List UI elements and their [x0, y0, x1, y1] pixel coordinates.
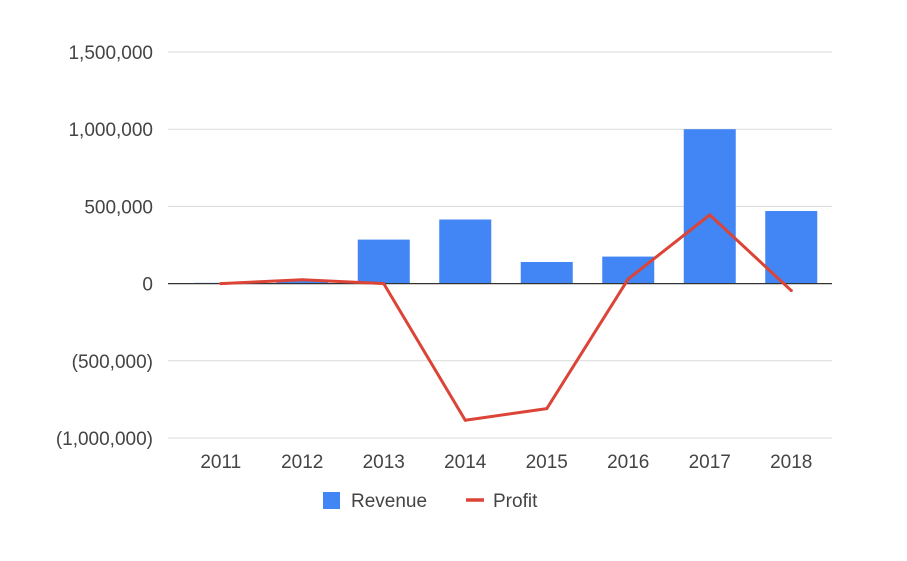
revenue-bar-2014: [439, 219, 492, 284]
y-axis-tick-labels: 1,500,000 1,000,000 500,000 0 (500,000) (1,00…: [56, 43, 153, 450]
revenue-bar-2018: [765, 211, 818, 284]
legend-swatch-revenue: [323, 492, 340, 509]
x-tick-label: 2016: [607, 452, 649, 473]
legend-label-revenue: Revenue: [351, 491, 427, 512]
profit-point-2015: [545, 407, 549, 411]
x-tick-label: 2013: [363, 452, 405, 473]
profit-line: [219, 213, 793, 422]
profit-point-2018: [789, 289, 793, 293]
profit-line-series: [219, 213, 793, 422]
profit-point-2013: [382, 282, 386, 286]
y-tick-label: 1,000,000: [68, 120, 153, 141]
x-tick-label: 2014: [444, 452, 487, 473]
revenue-bar-2015: [520, 261, 573, 284]
y-tick-label: (1,000,000): [56, 429, 153, 450]
x-axis-tick-labels: 2011 2012 2013 2014 2015 2016 2017 2018: [200, 452, 812, 473]
y-tick-label: 1,500,000: [68, 43, 153, 64]
y-tick-label: 0: [142, 275, 153, 296]
x-tick-label: 2015: [526, 452, 568, 473]
x-tick-label: 2017: [689, 452, 731, 473]
legend: Revenue Profit: [323, 491, 538, 512]
x-tick-label: 2011: [200, 452, 241, 473]
profit-point-2011: [219, 282, 223, 286]
y-tick-label: 500,000: [84, 197, 153, 218]
revenue-bar-2017: [683, 129, 736, 284]
revenue-bar-2013: [357, 239, 410, 284]
legend-label-profit: Profit: [493, 491, 538, 512]
profit-point-2014: [463, 418, 467, 422]
x-tick-label: 2012: [281, 452, 323, 473]
profit-point-2017: [708, 213, 712, 217]
revenue-bar-2012: [276, 280, 329, 284]
profit-point-2016: [626, 277, 630, 281]
revenue-bars: [194, 129, 818, 284]
profit-point-2012: [300, 278, 304, 282]
x-tick-label: 2018: [770, 452, 812, 473]
y-tick-label: (500,000): [72, 352, 153, 373]
